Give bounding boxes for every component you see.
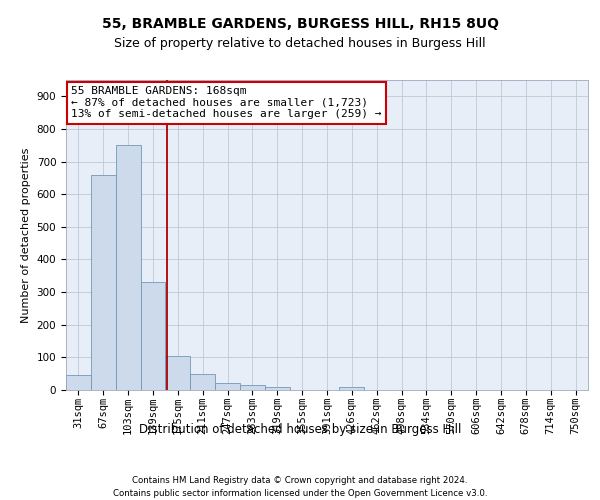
Text: Distribution of detached houses by size in Burgess Hill: Distribution of detached houses by size … — [139, 422, 461, 436]
Bar — [116, 146, 140, 390]
Bar — [190, 374, 215, 390]
Bar — [91, 174, 116, 390]
Bar — [140, 282, 166, 390]
Y-axis label: Number of detached properties: Number of detached properties — [21, 148, 31, 322]
Bar — [215, 383, 240, 390]
Text: Contains public sector information licensed under the Open Government Licence v3: Contains public sector information licen… — [113, 489, 487, 498]
Text: Size of property relative to detached houses in Burgess Hill: Size of property relative to detached ho… — [114, 38, 486, 51]
Text: 55 BRAMBLE GARDENS: 168sqm
← 87% of detached houses are smaller (1,723)
13% of s: 55 BRAMBLE GARDENS: 168sqm ← 87% of deta… — [71, 86, 382, 120]
Bar — [166, 356, 190, 390]
Bar — [265, 386, 290, 390]
Bar — [66, 374, 91, 390]
Text: Contains HM Land Registry data © Crown copyright and database right 2024.: Contains HM Land Registry data © Crown c… — [132, 476, 468, 485]
Bar — [340, 388, 364, 390]
Text: 55, BRAMBLE GARDENS, BURGESS HILL, RH15 8UQ: 55, BRAMBLE GARDENS, BURGESS HILL, RH15 … — [101, 18, 499, 32]
Bar — [240, 385, 265, 390]
